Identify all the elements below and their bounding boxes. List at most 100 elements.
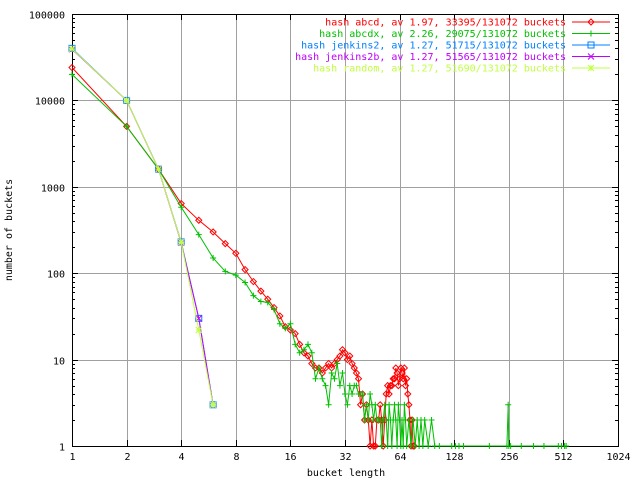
data-point — [421, 416, 428, 423]
data-point — [276, 312, 284, 320]
legend-entry-1: hash abcd, av 1.97, 33395/131072 buckets — [325, 18, 610, 29]
data-point — [123, 97, 130, 104]
data-point — [386, 381, 395, 390]
data-point — [356, 401, 365, 409]
data-point — [344, 401, 351, 408]
data-point — [304, 341, 311, 348]
data-point — [241, 265, 249, 274]
legend-entry-4: hash jenkins2b, av 1.27, 51565/131072 bu… — [295, 52, 610, 63]
data-point — [394, 381, 403, 390]
data-point — [242, 279, 249, 286]
x-axis-label: bucket length — [307, 468, 385, 479]
data-point — [177, 238, 185, 246]
y-tick-label: 1000 — [41, 184, 65, 195]
legend: hash abcd, av 1.97, 33395/131072 buckets… — [295, 18, 610, 75]
data-point — [353, 382, 360, 389]
data-point — [264, 299, 271, 306]
data-point — [389, 375, 397, 383]
data-point — [400, 364, 409, 372]
data-point — [195, 216, 203, 224]
data-point — [292, 341, 299, 348]
data-point — [178, 204, 185, 211]
data-point — [312, 375, 319, 382]
data-point — [339, 369, 346, 376]
data-point — [257, 287, 265, 295]
x-tick-label: 512 — [554, 452, 572, 463]
x-tick-label: 2 — [124, 452, 130, 463]
data-point — [530, 443, 537, 449]
data-point — [371, 442, 379, 450]
data-point — [195, 314, 203, 322]
data-point — [319, 375, 326, 382]
legend-label: hash abcd, av 1.97, 33395/131072 buckets — [325, 18, 566, 29]
data-point — [68, 63, 76, 72]
data-point — [342, 390, 348, 397]
data-point — [209, 228, 217, 236]
legend-entry-5: hash random, av 1.27, 51690/131072 bucke… — [313, 64, 610, 75]
x-tick-label: 128 — [445, 452, 463, 463]
data-point — [388, 381, 396, 390]
data-point — [334, 360, 341, 367]
data-point — [518, 443, 525, 449]
data-point — [286, 326, 295, 334]
data-point — [382, 390, 390, 398]
data-point — [295, 340, 304, 349]
data-point — [402, 375, 411, 383]
data-point — [282, 325, 289, 332]
data-point — [328, 369, 335, 376]
data-point — [401, 381, 410, 390]
data-point — [315, 364, 322, 371]
data-point — [352, 369, 361, 377]
data-point — [385, 390, 393, 398]
data-point — [419, 443, 426, 449]
data-point — [210, 254, 217, 261]
legend-entry-3: hash jenkins2, av 1.27, 51715/131072 buc… — [301, 41, 610, 52]
data-point — [365, 416, 372, 423]
data-point — [587, 53, 595, 60]
data-point — [363, 401, 370, 408]
data-point — [378, 443, 385, 449]
series-line — [71, 48, 214, 405]
data-point — [398, 369, 406, 377]
y-tick-label: 1 — [59, 443, 65, 454]
legend-label: hash random, av 1.27, 51690/131072 bucke… — [313, 64, 566, 75]
data-point — [410, 442, 418, 450]
data-point — [300, 346, 307, 353]
data-point — [588, 30, 594, 37]
data-point — [232, 249, 240, 257]
data-point — [330, 359, 339, 368]
legend-label: hash jenkins2b, av 1.27, 51565/131072 bu… — [295, 52, 566, 63]
x-tick-label: 32 — [339, 452, 351, 463]
axes: 1 2 4 8 16 32 64 128 256 512 1024 1 10 100 1000 10000 10… — [29, 11, 631, 464]
data-point — [386, 401, 393, 408]
x-tick-label: 64 — [394, 452, 406, 463]
data-point — [304, 352, 312, 360]
data-point — [350, 364, 358, 372]
data-point — [308, 359, 316, 368]
data-point — [222, 268, 229, 275]
x-tick-label: 1 — [69, 452, 75, 463]
data-point — [376, 401, 384, 409]
legend-label: hash abcdx, av 2.26, 29075/131072 bucket… — [319, 29, 566, 40]
data-point — [359, 390, 366, 397]
legend-entry-2: hash abcdx, av 2.26, 29075/131072 bucket… — [319, 29, 610, 40]
data-point — [401, 401, 408, 408]
data-point — [271, 306, 278, 313]
x-tick-label: 16 — [284, 452, 296, 463]
data-point — [395, 401, 402, 408]
data-point — [336, 352, 344, 360]
data-point — [123, 123, 130, 130]
data-point — [291, 329, 299, 338]
data-point — [195, 231, 202, 238]
data-point — [405, 401, 413, 409]
data-point — [372, 401, 379, 408]
data-point — [232, 272, 239, 279]
data-point — [221, 239, 229, 248]
data-point — [587, 18, 595, 26]
data-point — [587, 41, 595, 49]
series-layer — [68, 44, 570, 450]
data-point — [354, 375, 363, 383]
series-5 — [68, 45, 217, 409]
data-point — [276, 320, 283, 327]
